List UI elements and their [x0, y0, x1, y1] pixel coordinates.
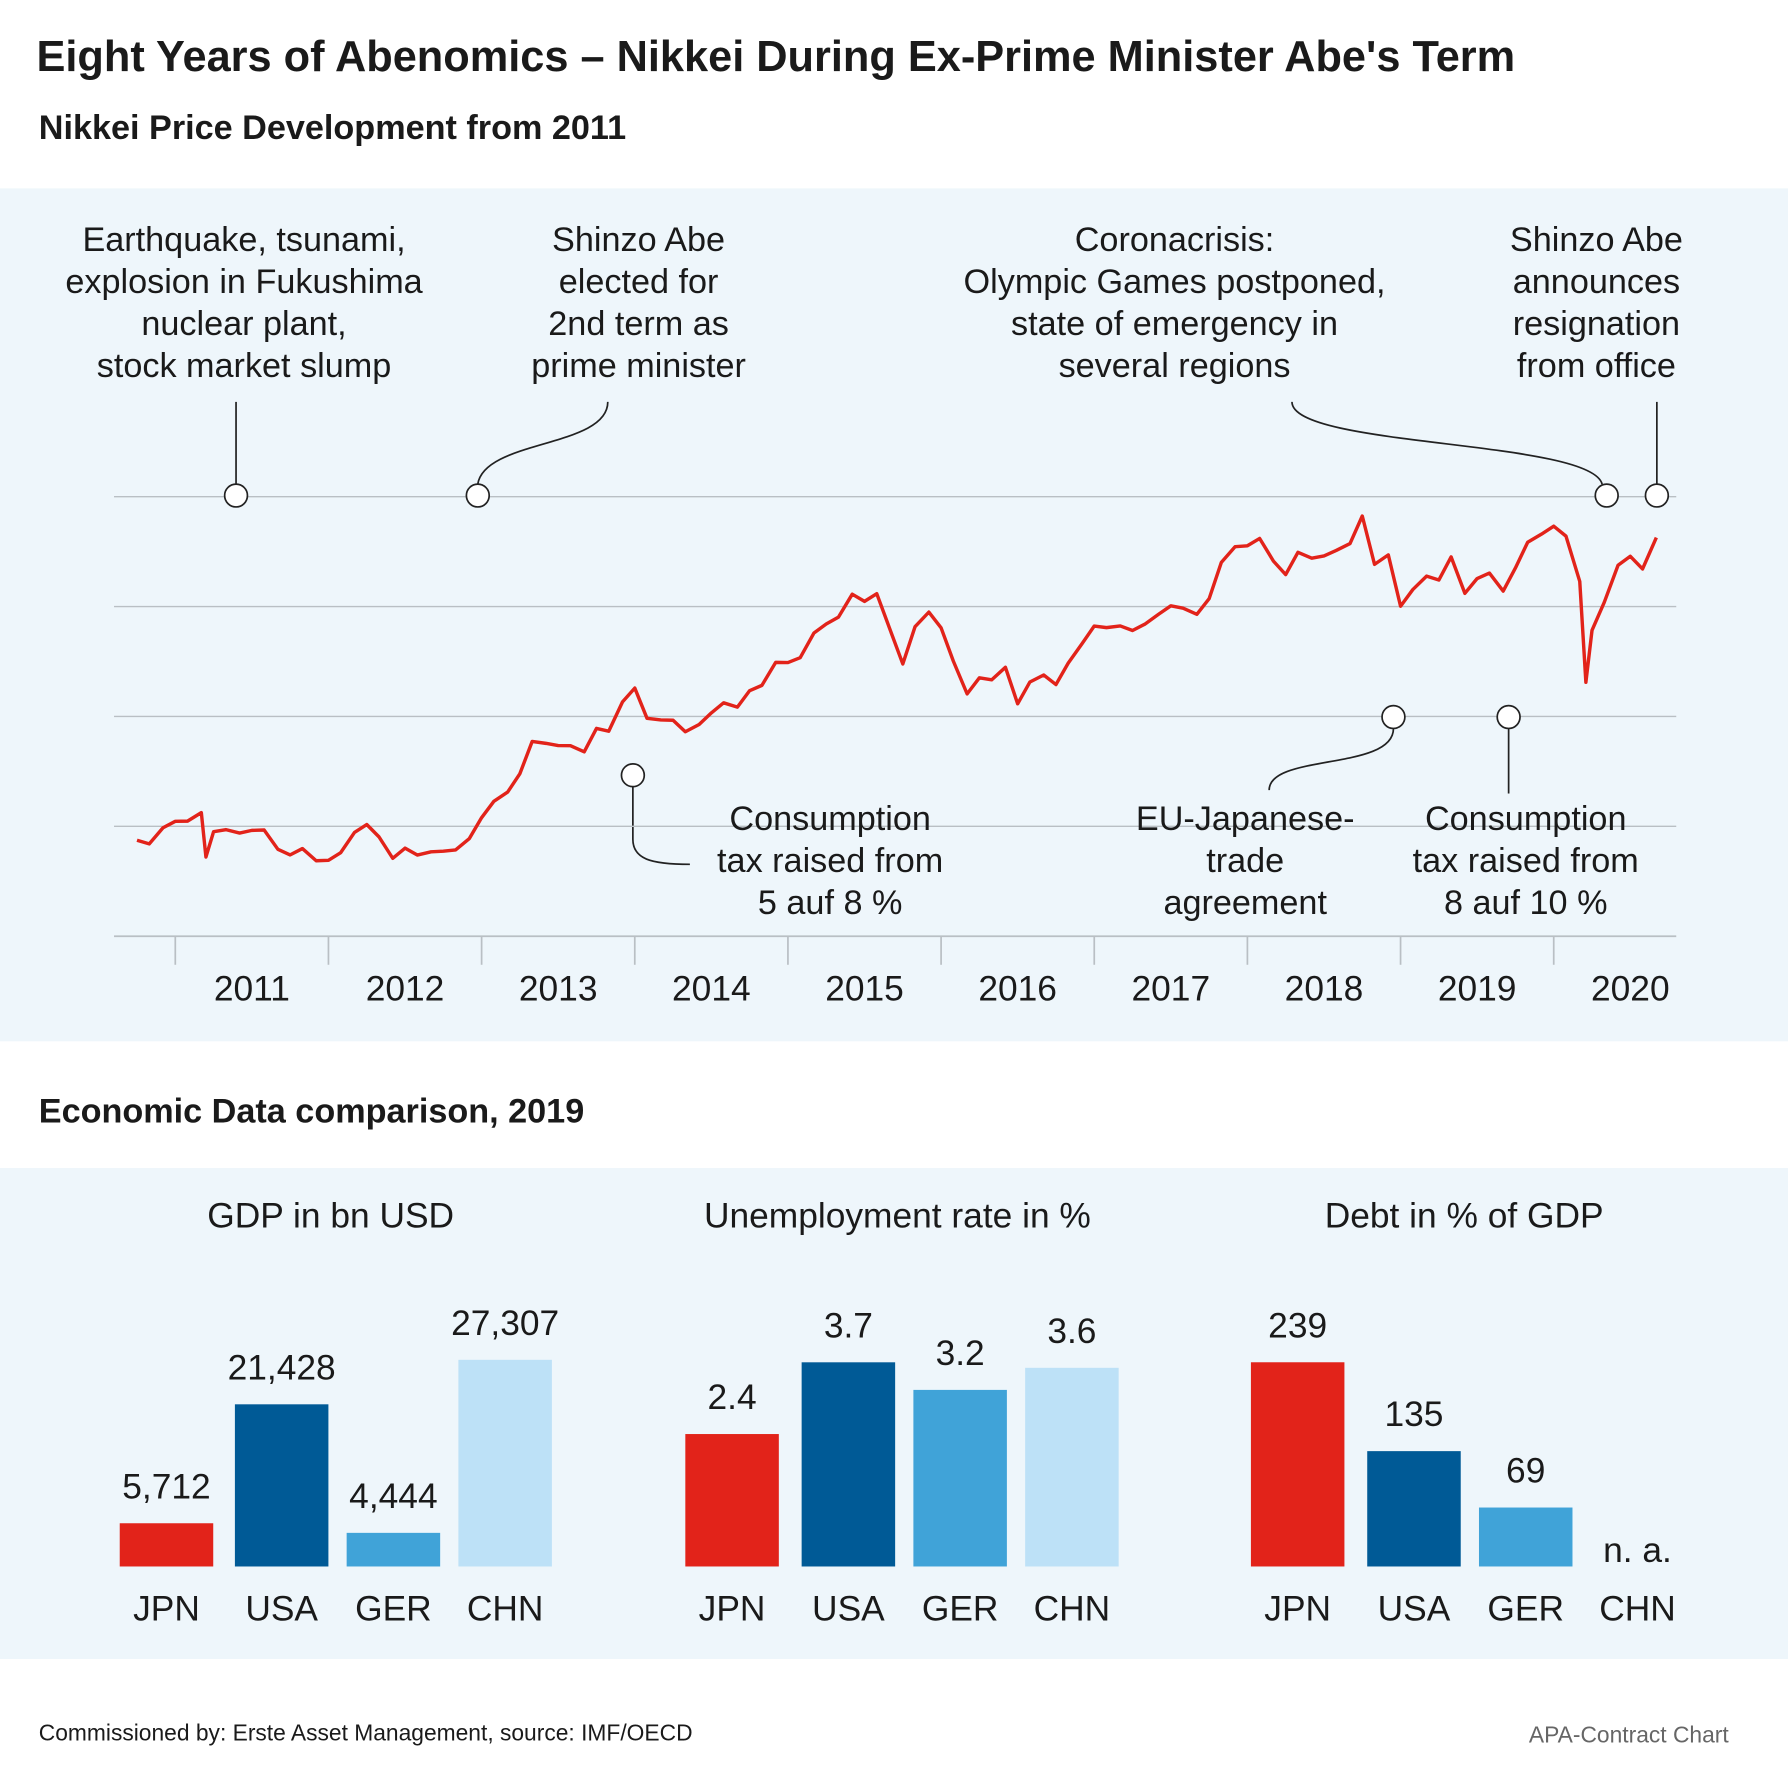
leader	[1268, 728, 1395, 791]
bar	[234, 1404, 329, 1567]
category-label: JPN	[133, 1589, 200, 1628]
category-label: JPN	[1264, 1589, 1331, 1628]
annotation-text: announces	[1513, 263, 1680, 301]
annotation-text: Coronacrisis:	[1075, 221, 1275, 259]
value-label: 69	[1506, 1452, 1545, 1491]
annotation-marker	[1594, 483, 1619, 508]
bar	[1250, 1362, 1345, 1567]
value-label: 3.7	[824, 1306, 873, 1345]
category-label: CHN	[1599, 1589, 1676, 1628]
x-tick-label: 2014	[672, 969, 751, 1008]
annotation-marker	[465, 483, 491, 508]
category-label: USA	[1378, 1589, 1451, 1628]
bar-chart-title: GDP in bn USD	[207, 1197, 454, 1236]
bar	[685, 1434, 779, 1567]
leader	[1291, 401, 1603, 485]
value-label: 21,428	[228, 1348, 336, 1387]
category-label: GER	[1487, 1589, 1564, 1628]
annotation-marker	[223, 483, 249, 508]
chart-title: Nikkei Price Development from 2011	[39, 109, 626, 147]
annotation-text: 5 auf 8 %	[758, 884, 902, 922]
page-title: Eight Years of Abenomics – Nikkei During…	[36, 33, 1515, 81]
value-label: 27,307	[451, 1304, 559, 1343]
annotation-marker	[1381, 704, 1406, 730]
annotation-text: explosion in Fukushima	[65, 263, 423, 301]
credit: APA-Contract Chart	[1529, 1722, 1729, 1748]
annotation-text: trade	[1206, 842, 1284, 880]
annotation-marker	[1496, 704, 1521, 730]
annotation-text: Consumption	[1425, 800, 1626, 838]
annotation-text: 2nd term as	[548, 305, 729, 343]
x-tick-label: 2015	[825, 969, 904, 1008]
bar	[1478, 1507, 1573, 1567]
annotation-text: tax raised from	[1413, 842, 1639, 880]
annotation-marker	[620, 762, 646, 788]
annotation-text: several regions	[1059, 347, 1291, 385]
category-label: CHN	[1034, 1589, 1111, 1628]
annotation-text: Earthquake, tsunami,	[82, 221, 405, 259]
value-label: 3.2	[936, 1334, 985, 1373]
line-panel	[0, 188, 1788, 1042]
annotation-marker	[1644, 483, 1670, 508]
annotation-text: resignation	[1513, 305, 1680, 343]
value-label: 239	[1268, 1306, 1327, 1345]
annotation-text: prime minister	[531, 347, 746, 385]
x-tick-label: 2011	[214, 969, 290, 1008]
annotation-text: 8 auf 10 %	[1444, 884, 1608, 922]
x-tick-label: 2020	[1591, 969, 1670, 1008]
value-label: 135	[1384, 1395, 1443, 1434]
source: Commissioned by: Erste Asset Management,…	[39, 1719, 693, 1745]
category-label: GER	[922, 1589, 999, 1628]
annotation-text: Shinzo Abe	[552, 221, 725, 259]
value-label: n. a.	[1603, 1531, 1672, 1570]
bar	[913, 1389, 1007, 1567]
x-tick-label: 2019	[1438, 969, 1517, 1008]
annotation-text: EU-Japanese-	[1136, 800, 1355, 838]
x-tick-label: 2012	[366, 969, 445, 1008]
bar	[801, 1362, 896, 1567]
annotation-text: Shinzo Abe	[1510, 221, 1683, 259]
annotation-text: nuclear plant,	[141, 305, 346, 343]
category-label: USA	[245, 1589, 318, 1628]
annotation-text: elected for	[559, 263, 719, 301]
annotation-text: Consumption	[729, 800, 930, 838]
category-label: GER	[355, 1589, 432, 1628]
value-label: 3.6	[1047, 1312, 1096, 1351]
value-label: 5,712	[122, 1467, 210, 1506]
bar-chart-title: Debt in % of GDP	[1325, 1197, 1604, 1236]
annotation-text: agreement	[1163, 884, 1327, 922]
bar	[119, 1523, 214, 1567]
price-line	[136, 514, 1658, 863]
leader	[476, 401, 609, 485]
category-label: USA	[812, 1589, 885, 1628]
annotation-text: from office	[1517, 347, 1676, 385]
annotation-text: stock market slump	[97, 347, 392, 385]
annotation-text: tax raised from	[717, 842, 943, 880]
category-label: JPN	[699, 1589, 766, 1628]
x-tick-label: 2017	[1132, 969, 1211, 1008]
bar	[1025, 1367, 1119, 1567]
x-tick-label: 2013	[519, 969, 598, 1008]
category-label: CHN	[467, 1589, 544, 1628]
annotation-text: state of emergency in	[1011, 305, 1338, 343]
value-label: 2.4	[708, 1378, 757, 1417]
x-tick-label: 2016	[978, 969, 1057, 1008]
section-title: Economic Data comparison, 2019	[39, 1092, 584, 1130]
annotation-leaders	[235, 401, 1658, 866]
bar	[1367, 1451, 1461, 1567]
x-tick-label: 2018	[1285, 969, 1364, 1008]
bar	[346, 1532, 441, 1567]
bar-chart-title: Unemployment rate in %	[704, 1197, 1091, 1236]
annotation-text: Olympic Games postponed,	[964, 263, 1386, 301]
value-label: 4,444	[349, 1477, 437, 1516]
bar	[458, 1359, 552, 1567]
leader	[632, 786, 690, 866]
